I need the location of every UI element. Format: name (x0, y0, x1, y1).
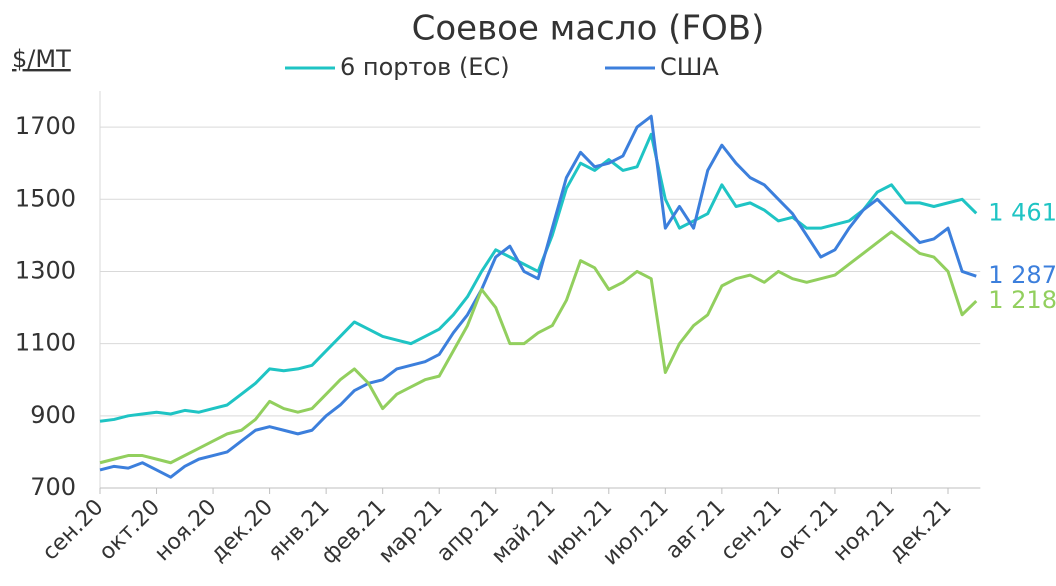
end-value-label: 1 461 (988, 198, 1056, 226)
x-tick-label: сен.20 (38, 495, 109, 566)
x-tick-label: окт.20 (95, 495, 165, 565)
x-tick-label: дек.20 (206, 495, 278, 567)
y-tick-label: 1500 (15, 184, 76, 212)
x-tick-label: дек.21 (884, 495, 956, 567)
series-line (99, 132, 978, 423)
y-tick-label: 1700 (15, 112, 76, 140)
y-tick-label: 1100 (15, 329, 76, 357)
y-tick-label: 900 (30, 401, 76, 429)
x-tick-label: сен.21 (716, 495, 787, 566)
series-line (99, 114, 977, 479)
x-tick-label: мар.21 (374, 495, 448, 569)
legend-label: 6 портов (ЕС) (340, 53, 510, 81)
legend-label: США (660, 53, 719, 81)
y-tick-label: 700 (30, 473, 76, 501)
x-tick-label: авг.21 (661, 495, 730, 564)
series-line (99, 230, 978, 465)
x-tick-label: окт.21 (773, 495, 843, 565)
y-axis-label: $/МТ (12, 45, 71, 73)
end-value-label: 1 218 (988, 286, 1056, 314)
y-tick-label: 1300 (15, 256, 76, 284)
end-value-label: 1 287 (988, 261, 1056, 289)
chart-title: Соевое масло (FOB) (412, 9, 765, 49)
